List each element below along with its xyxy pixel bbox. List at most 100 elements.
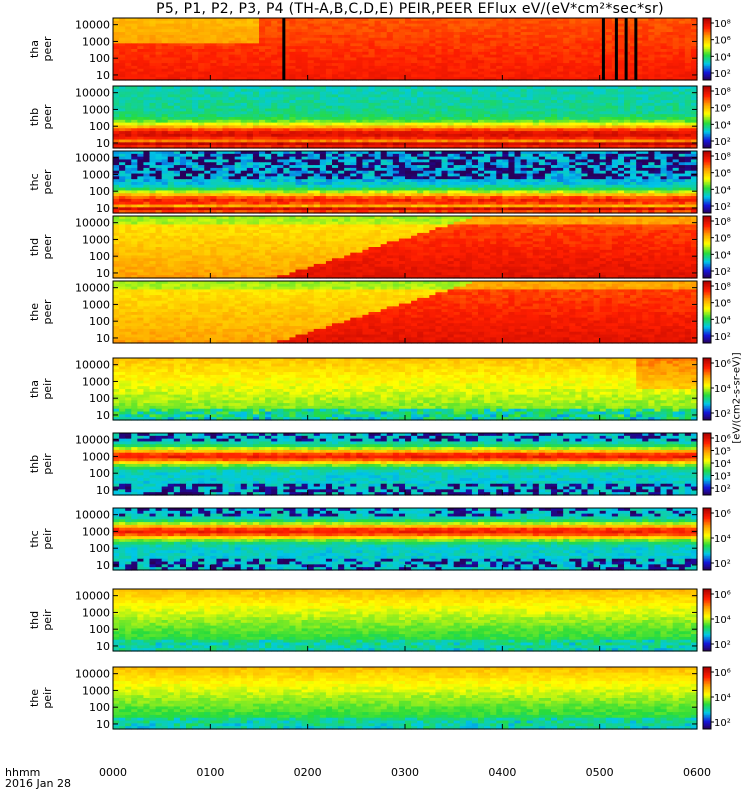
- panel-ylabel: tha peer: [28, 36, 54, 62]
- colorbar-tick-label: 10⁶: [714, 359, 731, 370]
- colorbar-tick-label: 10²: [714, 718, 731, 729]
- colorbar-tick-label: 10⁶: [714, 169, 731, 180]
- spectrogram-panel-the-peer: [113, 281, 698, 344]
- y-tick-label: 10000: [75, 217, 110, 230]
- y-tick-label: 1000: [82, 35, 110, 48]
- y-tick-label: 10: [96, 137, 110, 150]
- x-tick-label: 0600: [683, 766, 711, 779]
- panel-ylabel: the peir: [28, 687, 54, 709]
- colorbar-thd-peir: 10⁶ 10⁴ 10²: [702, 588, 731, 652]
- date-label: 2016 Jan 28: [5, 777, 71, 790]
- x-axis-label: hhmm: [5, 766, 40, 779]
- spectrogram-panel-the-peir: [113, 667, 698, 730]
- colorbar-tick-label: 10⁴: [714, 693, 731, 704]
- y-tick-label: 1000: [82, 375, 110, 388]
- panel-ylabel: thc peer: [28, 169, 54, 195]
- spectrogram-panel-thb-peer: [113, 86, 698, 149]
- x-tick-label: 0100: [196, 766, 224, 779]
- spectrogram-panel-tha-peir: [113, 358, 698, 421]
- colorbar-tick-label: 10⁴: [714, 315, 731, 326]
- colorbar-tick-label: 10³: [714, 472, 731, 483]
- y-tick-label: 10: [96, 718, 110, 731]
- x-tick-label: 0300: [391, 766, 419, 779]
- colorbar-tick-label: 10⁴: [714, 250, 731, 261]
- x-tick-label: 0400: [488, 766, 516, 779]
- colorbar-thb-peer: 10⁸ 10⁶ 10⁴ 10²: [702, 85, 731, 149]
- y-tick-label: 100: [89, 542, 110, 555]
- colorbar-tick-label: 10⁶: [714, 509, 731, 520]
- y-tick-label: 10000: [75, 359, 110, 372]
- colorbar-tick-label: 10⁴: [714, 384, 731, 395]
- colorbar-thc-peir: 10⁶ 10⁴ 10²: [702, 507, 731, 571]
- y-tick-label: 1000: [82, 525, 110, 538]
- colorbar-tick-label: 10⁶: [714, 590, 731, 601]
- panel-ylabel: thb peer: [28, 104, 54, 130]
- colorbar-the-peir: 10⁶ 10⁴ 10²: [702, 666, 731, 730]
- spectrogram-panel-thd-peir: [113, 589, 698, 652]
- y-tick-label: 1000: [82, 168, 110, 181]
- colorbar-tick-label: 10⁴: [714, 534, 731, 545]
- colorbar-tick-label: 10²: [714, 137, 731, 148]
- colorbar-tick-label: 10⁸: [714, 87, 731, 98]
- colorbar-tick-label: 10²: [714, 332, 731, 343]
- colorbar-tick-label: 10⁵: [714, 447, 731, 458]
- y-tick-label: 10000: [75, 509, 110, 522]
- colorbar-the-peer: 10⁸ 10⁶ 10⁴ 10²: [702, 280, 731, 344]
- colorbar-unit-label: [eV/(cm2-s-sr-eV)]: [732, 352, 743, 443]
- y-tick-label: 100: [89, 623, 110, 636]
- y-tick-label: 1000: [82, 233, 110, 246]
- y-tick-label: 100: [89, 185, 110, 198]
- y-tick-label: 1000: [82, 450, 110, 463]
- y-tick-label: 10000: [75, 668, 110, 681]
- y-tick-label: 10: [96, 559, 110, 572]
- colorbar-thc-peer: 10⁸ 10⁶ 10⁴ 10²: [702, 150, 731, 214]
- panel-ylabel: thb peir: [28, 453, 54, 475]
- y-tick-label: 10000: [75, 282, 110, 295]
- y-tick-label: 10: [96, 640, 110, 653]
- y-tick-label: 100: [89, 120, 110, 133]
- colorbar-tick-label: 10⁴: [714, 120, 731, 131]
- panel-ylabel: the peer: [28, 299, 54, 325]
- y-tick-label: 10000: [75, 87, 110, 100]
- y-tick-label: 10: [96, 267, 110, 280]
- y-tick-label: 10: [96, 484, 110, 497]
- y-tick-label: 10: [96, 332, 110, 345]
- spectrogram-panel-tha-peer: [113, 18, 698, 81]
- y-tick-label: 100: [89, 701, 110, 714]
- colorbar-tick-label: 10²: [714, 267, 731, 278]
- y-tick-label: 10: [96, 69, 110, 82]
- spectrogram-panel-thc-peir: [113, 508, 698, 571]
- y-tick-label: 10000: [75, 152, 110, 165]
- colorbar-tick-label: 10²: [714, 409, 731, 420]
- colorbar-tick-label: 10²: [714, 202, 731, 213]
- panel-ylabel: thd peer: [28, 234, 54, 260]
- colorbar-tick-label: 10⁶: [714, 434, 731, 445]
- colorbar-tick-label: 10⁶: [714, 36, 731, 47]
- colorbar-tick-label: 10⁸: [714, 217, 731, 228]
- panel-ylabel: thc peir: [28, 528, 54, 550]
- colorbar-tick-label: 10⁸: [714, 19, 731, 30]
- x-tick-label: 0200: [294, 766, 322, 779]
- y-tick-label: 1000: [82, 684, 110, 697]
- y-tick-label: 1000: [82, 103, 110, 116]
- colorbar-tick-label: 10⁴: [714, 459, 731, 470]
- colorbar-tick-label: 10⁴: [714, 185, 731, 196]
- colorbar-tick-label: 10⁶: [714, 299, 731, 310]
- colorbar-tha-peir: 10⁶ 10⁴ 10²: [702, 357, 731, 421]
- y-tick-label: 10: [96, 409, 110, 422]
- colorbar-thd-peer: 10⁸ 10⁶ 10⁴ 10²: [702, 215, 731, 279]
- colorbar-tha-peer: 10⁸ 10⁶ 10⁴ 10²: [702, 17, 731, 81]
- colorbar-tick-label: 10⁶: [714, 104, 731, 115]
- colorbar-tick-label: 10⁸: [714, 152, 731, 163]
- colorbar-tick-label: 10⁶: [714, 234, 731, 245]
- y-tick-label: 10000: [75, 434, 110, 447]
- y-tick-label: 100: [89, 392, 110, 405]
- colorbar-tick-label: 10⁶: [714, 668, 731, 679]
- spectrogram-panel-thd-peer: [113, 216, 698, 279]
- y-tick-label: 100: [89, 315, 110, 328]
- chart-title: P5, P1, P2, P3, P4 (TH-A,B,C,D,E) PEIR,P…: [100, 1, 720, 17]
- colorbar-tick-label: 10⁴: [714, 52, 731, 63]
- y-tick-label: 10000: [75, 19, 110, 32]
- colorbar-tick-label: 10²: [714, 484, 731, 495]
